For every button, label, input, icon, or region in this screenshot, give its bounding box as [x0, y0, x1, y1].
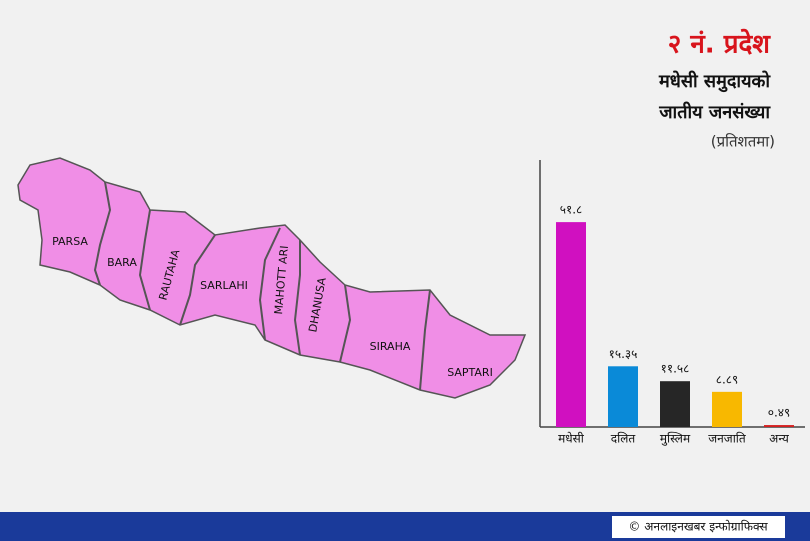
map-outline [17, 157, 527, 399]
unit-note: (प्रतिशतमा) [711, 133, 775, 151]
value-label: ११.५८ [661, 362, 690, 376]
value-label: ८.८९ [716, 372, 739, 386]
x-tick-label: मधेसी [558, 432, 585, 446]
bar [556, 222, 586, 427]
district-label: MAHOTT ARI [272, 245, 291, 315]
bar [608, 366, 638, 427]
footer-credit: © अनलाइनखबर इन्फोग्राफिक्स [628, 520, 768, 534]
district-borders [93, 181, 431, 391]
subtitle: मधेसी समुदायको [658, 70, 771, 93]
value-label: ०.४९ [768, 406, 791, 420]
district-label: SARLAHI [200, 279, 248, 292]
bar [712, 391, 742, 427]
map: PARSA BARA RAUTAHA SARLAHI MAHOTT ARI DH… [17, 157, 527, 399]
district-label: SIRAHA [370, 340, 411, 353]
footer-box [612, 516, 785, 538]
x-tick-label: मुस्लिम [660, 432, 691, 447]
x-tick-label: दलित [611, 432, 637, 446]
chart-title: २ नं. प्रदेश [668, 29, 772, 60]
value-label: १५.३५ [609, 347, 638, 361]
x-tick-label: जनजाति [708, 432, 747, 446]
bar [660, 381, 690, 427]
x-tick-label: अन्य [769, 432, 790, 446]
subtitle: जातीय जनसंख्या [658, 101, 771, 123]
value-label: ५१.८ [560, 203, 583, 217]
district-label: PARSA [52, 235, 88, 248]
bar [764, 425, 794, 427]
district-label: SAPTARI [447, 366, 493, 379]
district-label: BARA [107, 256, 137, 269]
